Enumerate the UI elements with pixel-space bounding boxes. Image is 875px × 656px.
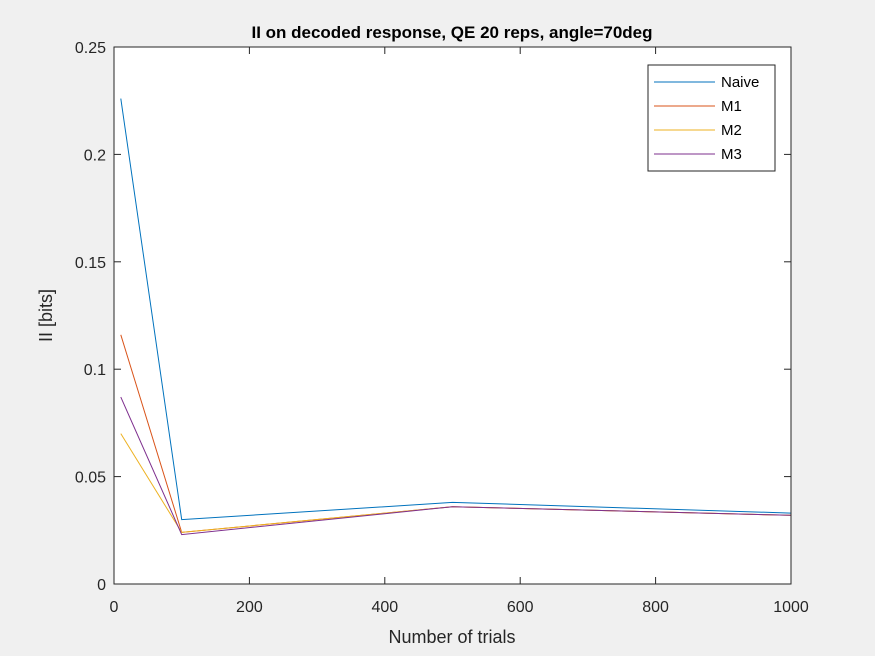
series-line-m3 [120, 396, 792, 536]
legend: Naive M1 M2 M3 [647, 64, 776, 172]
series-line-naive [120, 98, 792, 521]
x-tick-label: 600 [507, 599, 534, 616]
chart-title: II on decoded response, QE 20 reps, angl… [251, 23, 652, 42]
legend-label-m3: M3 [721, 146, 742, 163]
x-tick-label: 400 [371, 599, 398, 616]
data-series [120, 98, 792, 536]
x-tick-label: 800 [642, 599, 669, 616]
legend-label-m2: M2 [721, 122, 742, 139]
x-tick-label: 1000 [773, 599, 809, 616]
y-tick-label: 0.1 [84, 362, 106, 379]
y-tick-label: 0.15 [75, 255, 106, 272]
legend-label-naive: Naive [721, 74, 759, 91]
legend-box [647, 64, 776, 172]
legend-label-m1: M1 [721, 98, 742, 115]
y-tick-label: 0.2 [84, 147, 106, 164]
axis-ticks: 0 200 400 600 800 1000 0 0.05 0.1 0.15 0.2 0.25 [75, 40, 809, 616]
y-tick-label: 0.05 [75, 470, 106, 487]
x-tick-label: 200 [236, 599, 263, 616]
y-axis-label: II [bits] [36, 289, 56, 342]
y-tick-label: 0.25 [75, 40, 106, 57]
plot-frame [113, 46, 792, 585]
x-axis-label: Number of trials [388, 627, 515, 647]
x-tick-label: 0 [110, 599, 119, 616]
y-tick-label: 0 [97, 577, 106, 594]
